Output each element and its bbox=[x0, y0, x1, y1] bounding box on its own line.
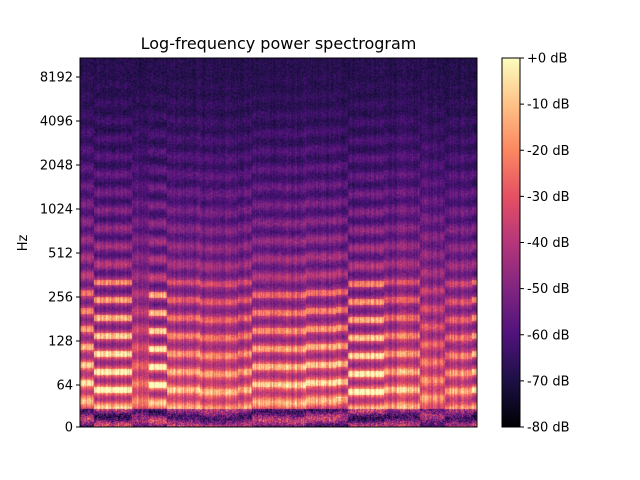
colorbar-tick-label: -30 dB bbox=[527, 190, 570, 205]
y-tick-label: 2048 bbox=[40, 159, 73, 174]
y-tick-label: 4096 bbox=[40, 115, 73, 130]
chart-title: Log-frequency power spectrogram bbox=[141, 34, 417, 53]
colorbar-tick-label: -60 dB bbox=[527, 328, 570, 343]
colorbar-ticks: +0 dB -10 dB -20 dB -30 dB -40 dB -50 dB -60 d… bbox=[520, 52, 570, 436]
colorbar bbox=[502, 58, 520, 427]
colorbar-tick-label: -50 dB bbox=[527, 282, 570, 297]
y-axis-ticks: 0 64 128 256 512 1024 2048 4096 8192 bbox=[40, 71, 80, 436]
spectrogram-image bbox=[80, 58, 477, 427]
colorbar-tick-label: +0 dB bbox=[527, 52, 567, 67]
colorbar-tick-label: -70 dB bbox=[527, 374, 570, 389]
y-tick-label: 1024 bbox=[40, 203, 73, 218]
plot-frame bbox=[79, 57, 478, 428]
y-tick-label: 64 bbox=[56, 379, 73, 394]
y-tick-label: 128 bbox=[48, 335, 73, 350]
y-axis-label: Hz bbox=[16, 235, 31, 252]
colorbar-tick-label: -10 dB bbox=[527, 98, 570, 113]
y-tick-label: 256 bbox=[48, 291, 73, 306]
y-tick-label: 512 bbox=[48, 247, 73, 262]
colorbar-tick-label: -20 dB bbox=[527, 144, 570, 159]
y-tick-label: 0 bbox=[65, 421, 73, 436]
spectrogram-heatmap bbox=[80, 58, 477, 427]
colorbar-tick-label: -40 dB bbox=[527, 236, 570, 251]
y-tick-label: 8192 bbox=[40, 71, 73, 86]
colorbar-tick-label: -80 dB bbox=[527, 421, 570, 436]
